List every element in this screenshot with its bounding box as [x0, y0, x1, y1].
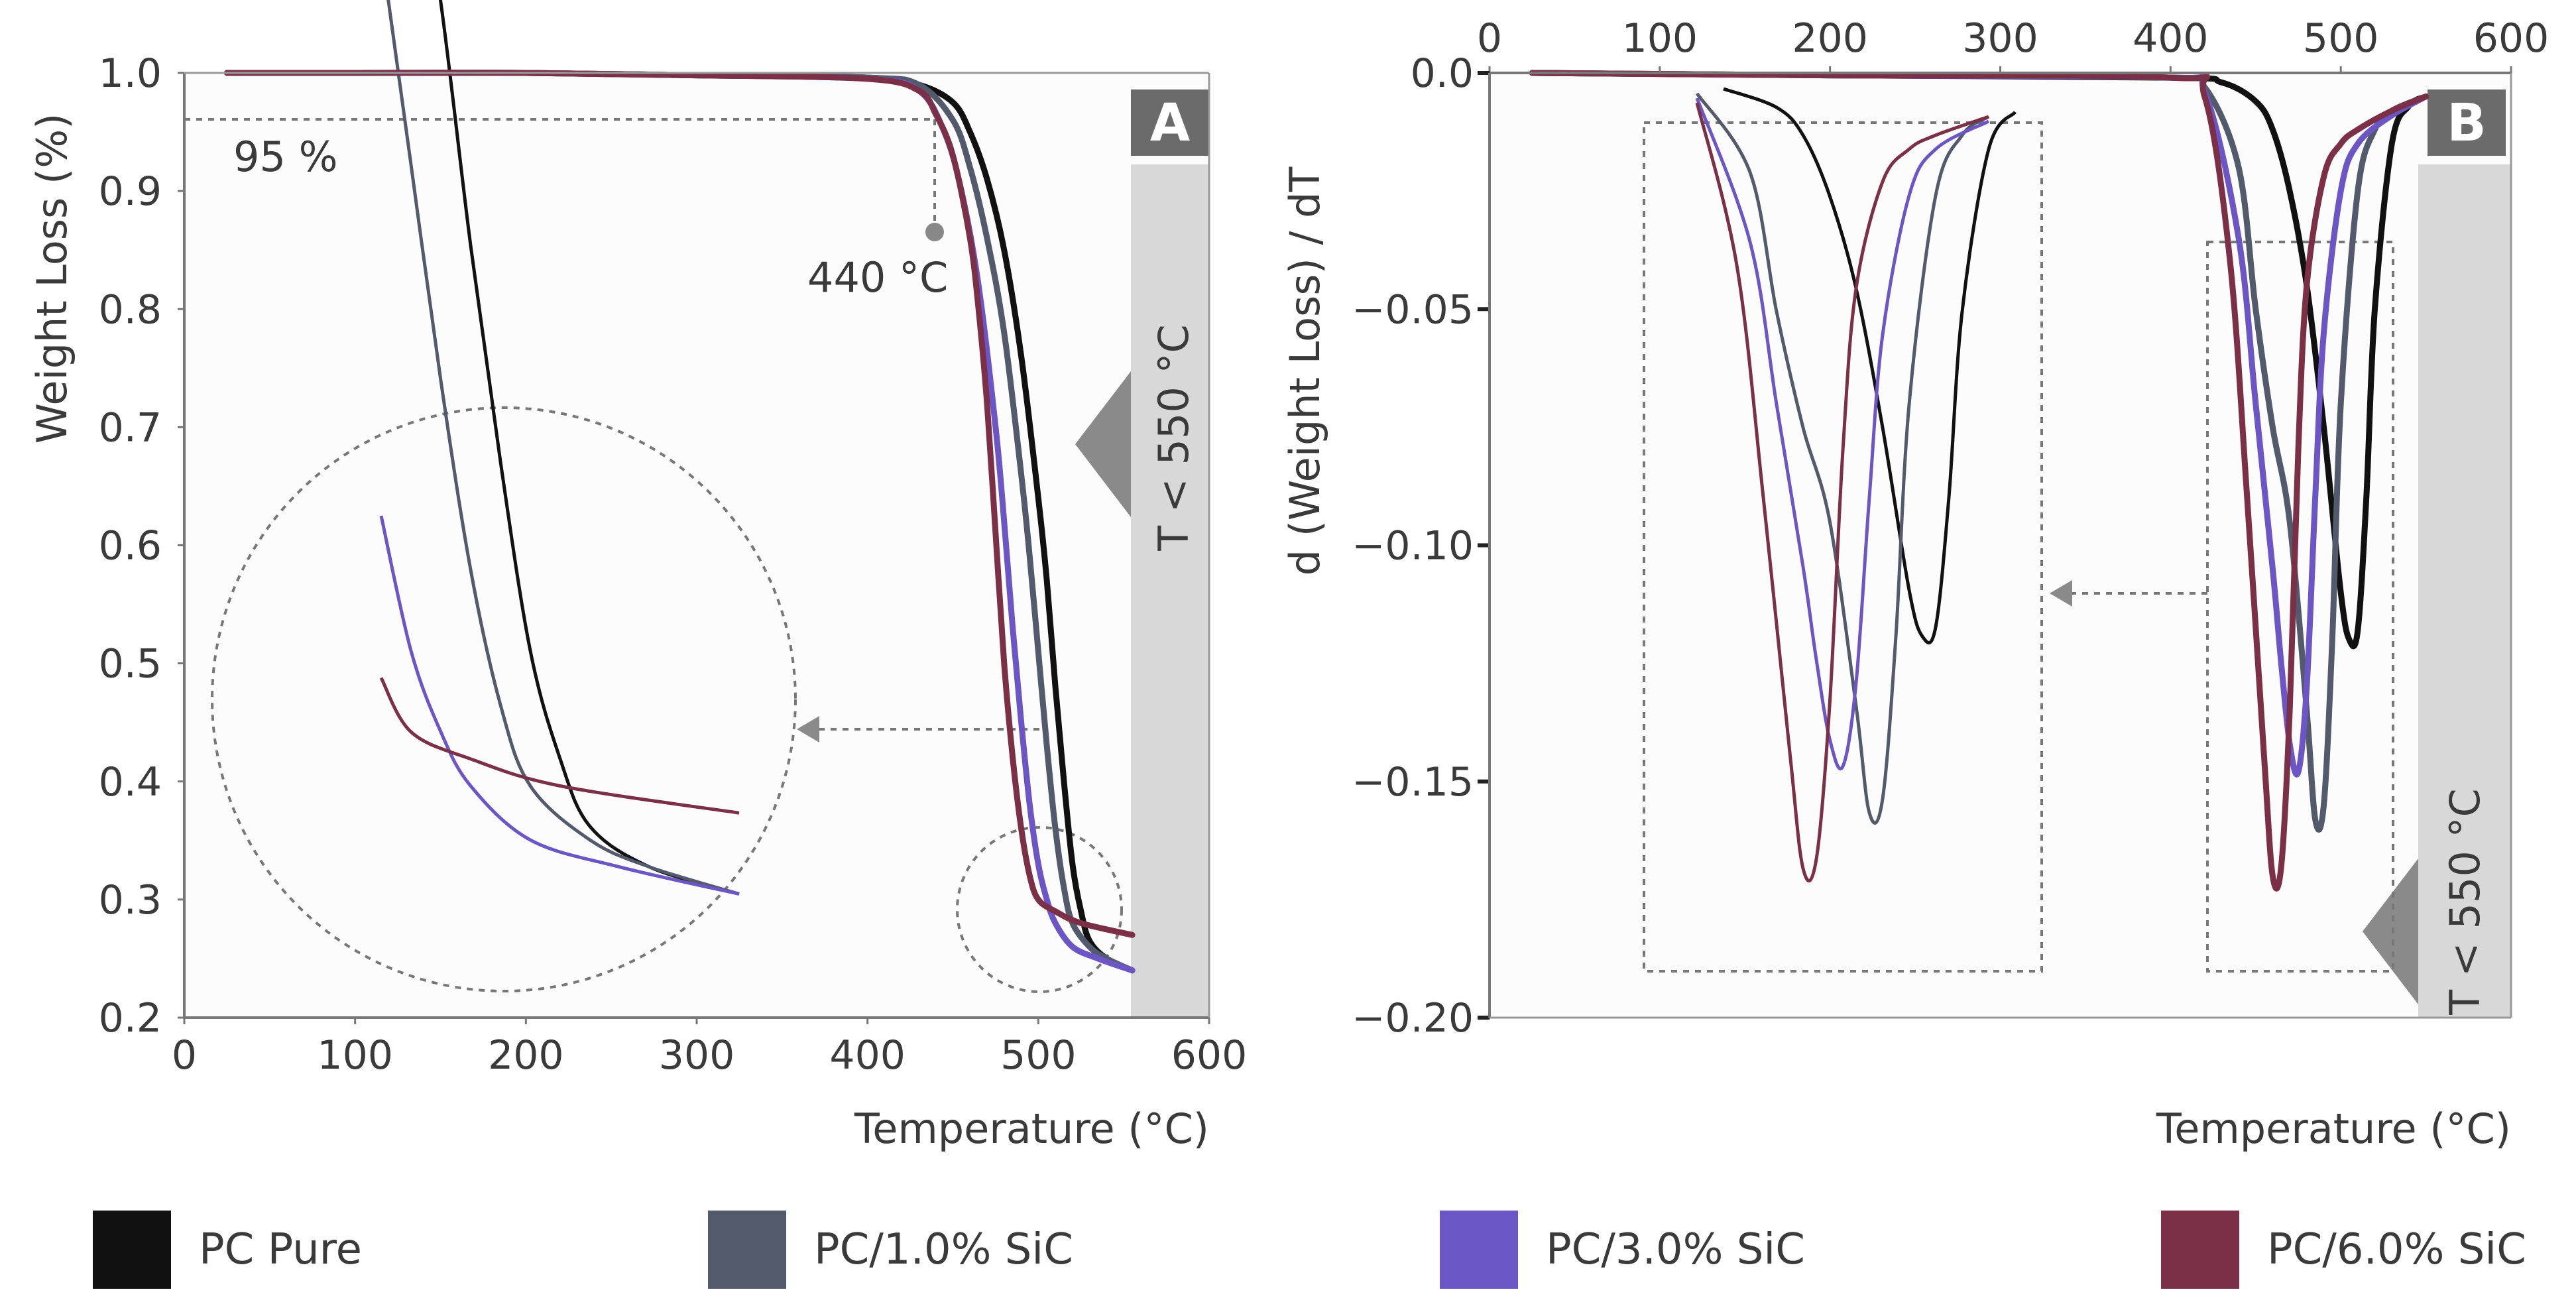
panel-b-series-pc-6-0-sic: [1529, 70, 2430, 892]
panel-a-plot-area: [184, 73, 1209, 1018]
legend-label-pc-3-sic: PC/3.0% SiC: [1546, 1225, 1805, 1274]
panel-a-zoom-inset: [211, 406, 797, 992]
panel-b-y-tick-label: 0.0: [1411, 50, 1474, 97]
panel-a-threshold-label: 95 %: [233, 133, 338, 181]
panel-a-zoom-arrowhead: [797, 716, 819, 743]
legend-item-pc-1-sic: PC/1.0% SiC: [708, 1207, 1073, 1293]
panel-b-badge: [2428, 89, 2506, 156]
panel-a-inset-series-pc-1-0-sic: [386, 0, 740, 896]
panel-b-y-tick-label: −0.05: [1352, 286, 1474, 333]
panel-b-y-tick-label: −0.20: [1352, 995, 1474, 1041]
panel-a-y-axis-title: Weight Loss (%): [28, 113, 76, 444]
panel-b-x-tick-label: 500: [2303, 15, 2379, 62]
panel-a-region-arrow: [1075, 371, 1131, 517]
panel-b-x-tick-label: 0: [1477, 15, 1502, 62]
panel-a-x-axis-title: Temperature (°C): [854, 1104, 1209, 1153]
panel-a-x-tick-label: 600: [1171, 1032, 1248, 1079]
panel-a-onset-marker: [925, 223, 944, 241]
panel-a-x-tick-label: 0: [172, 1032, 197, 1079]
legend-swatch-pc-3-sic: [1440, 1211, 1518, 1289]
panel-a-x-tick-label: 200: [488, 1032, 564, 1079]
panel-b-y-axis-title: d (Weight Loss) / dT: [1281, 166, 1329, 576]
panel-a-inset-series-pc-6-0-sic: [379, 677, 740, 815]
panel-b-inset-series-pc-6-0-sic: [1695, 102, 1989, 883]
panel-b-x-tick-label: 600: [2473, 15, 2549, 62]
panel-b-ticks: 0 100 200 300 400 500 600 0.0 −0.05 −0.10 −0.15 −0.…: [1352, 15, 2549, 1041]
legend-swatch-pc-1-sic: [708, 1211, 786, 1289]
panel-b-x-tick-label: 200: [1792, 15, 1868, 62]
panel-b-plot-area: [1490, 73, 2511, 1018]
panel-a-y-tick-label: 0.7: [99, 404, 162, 451]
panel-a-y-tick-label: 1.0: [99, 50, 162, 97]
panel-a-y-tick-label: 0.3: [99, 877, 162, 923]
panel-a-inset-curves: [379, 0, 740, 896]
legend: PC Pure PC/1.0% SiC PC/3.0% SiC PC/6.0% …: [0, 1207, 2576, 1299]
panel-a-x-tick-label: 500: [1000, 1032, 1077, 1079]
panel-b-region-arrow: [2363, 859, 2418, 1004]
panel-a-x-tick-label: 300: [659, 1032, 735, 1079]
legend-swatch-pc-6-sic: [2161, 1211, 2239, 1289]
panel-a-y-tick-label: 0.5: [99, 641, 162, 687]
panel-b-inset-series-pc-1-0-sic: [1695, 92, 1990, 825]
panel-b-inset-curves: [1695, 87, 2017, 883]
panel-a-y-tick-label: 0.4: [99, 759, 162, 805]
panel-b-zoom-arrowhead: [2050, 580, 2072, 607]
panel-a-y-tick-label: 0.8: [99, 286, 162, 333]
panel-a-region-label: T < 550 °C: [1149, 324, 1198, 552]
panel-a-x-tick-label: 400: [829, 1032, 906, 1079]
panel-a-badge-label: A: [1150, 93, 1190, 153]
legend-label-pc-pure: PC Pure: [199, 1225, 362, 1274]
panel-b-region-bar: [2418, 164, 2511, 1018]
legend-item-pc-6-sic: PC/6.0% SiC: [2161, 1207, 2526, 1293]
panel-b-zoom-source: [2206, 241, 2394, 973]
legend-swatch-pc-pure: [93, 1211, 171, 1289]
panel-a-x-tick-label: 100: [317, 1032, 393, 1079]
panel-b-series-group: [1529, 70, 2430, 892]
panel-a: A T < 550 °C 95 % 440 °C 0 100 200 300 400 50…: [28, 0, 1247, 1153]
panel-b-x-tick-label: 400: [2133, 15, 2209, 62]
legend-label-pc-1-sic: PC/1.0% SiC: [814, 1225, 1073, 1274]
panel-b-x-axis-title: Temperature (°C): [2156, 1104, 2511, 1153]
legend-item-pc-3-sic: PC/3.0% SiC: [1440, 1207, 1805, 1293]
panel-b-y-tick-label: −0.10: [1352, 523, 1474, 569]
panel-b: B T < 550 °C 0 100 200 300 400 500 600 0.0 −0.05…: [1281, 15, 2549, 1153]
panel-a-ticks: 0 100 200 300 400 500 600 1.0 0.9 0.8 0.7 0.6 0.5 0.4…: [99, 50, 1248, 1079]
panel-b-inset-series-pc-pure: [1723, 87, 2017, 645]
panel-a-region-bar: [1131, 164, 1209, 1018]
panel-b-inset-series-pc-3-0-sic: [1695, 97, 1990, 770]
panel-b-x-tick-label: 100: [1622, 15, 1698, 62]
panel-a-zoom-source: [956, 826, 1123, 993]
legend-label-pc-6-sic: PC/6.0% SiC: [2267, 1225, 2526, 1274]
panel-a-onset-label: 440 °C: [807, 253, 948, 302]
legend-item-pc-pure: PC Pure: [93, 1207, 362, 1293]
panel-a-badge: [1131, 89, 1209, 156]
panel-a-inset-series-pc-3-0-sic: [379, 515, 740, 896]
panel-b-x-tick-label: 300: [1962, 15, 2038, 62]
panel-b-y-tick-label: −0.15: [1352, 759, 1474, 805]
panel-b-zoom-inset: [1643, 121, 2043, 973]
panel-b-badge-label: B: [2447, 93, 2486, 153]
panel-a-inset-series-pc-pure: [438, 0, 740, 896]
panel-b-region-label: T < 550 °C: [2441, 788, 2489, 1016]
panel-a-y-tick-label: 0.2: [99, 995, 162, 1041]
panel-a-y-tick-label: 0.9: [99, 168, 162, 215]
panel-a-y-tick-label: 0.6: [99, 523, 162, 569]
